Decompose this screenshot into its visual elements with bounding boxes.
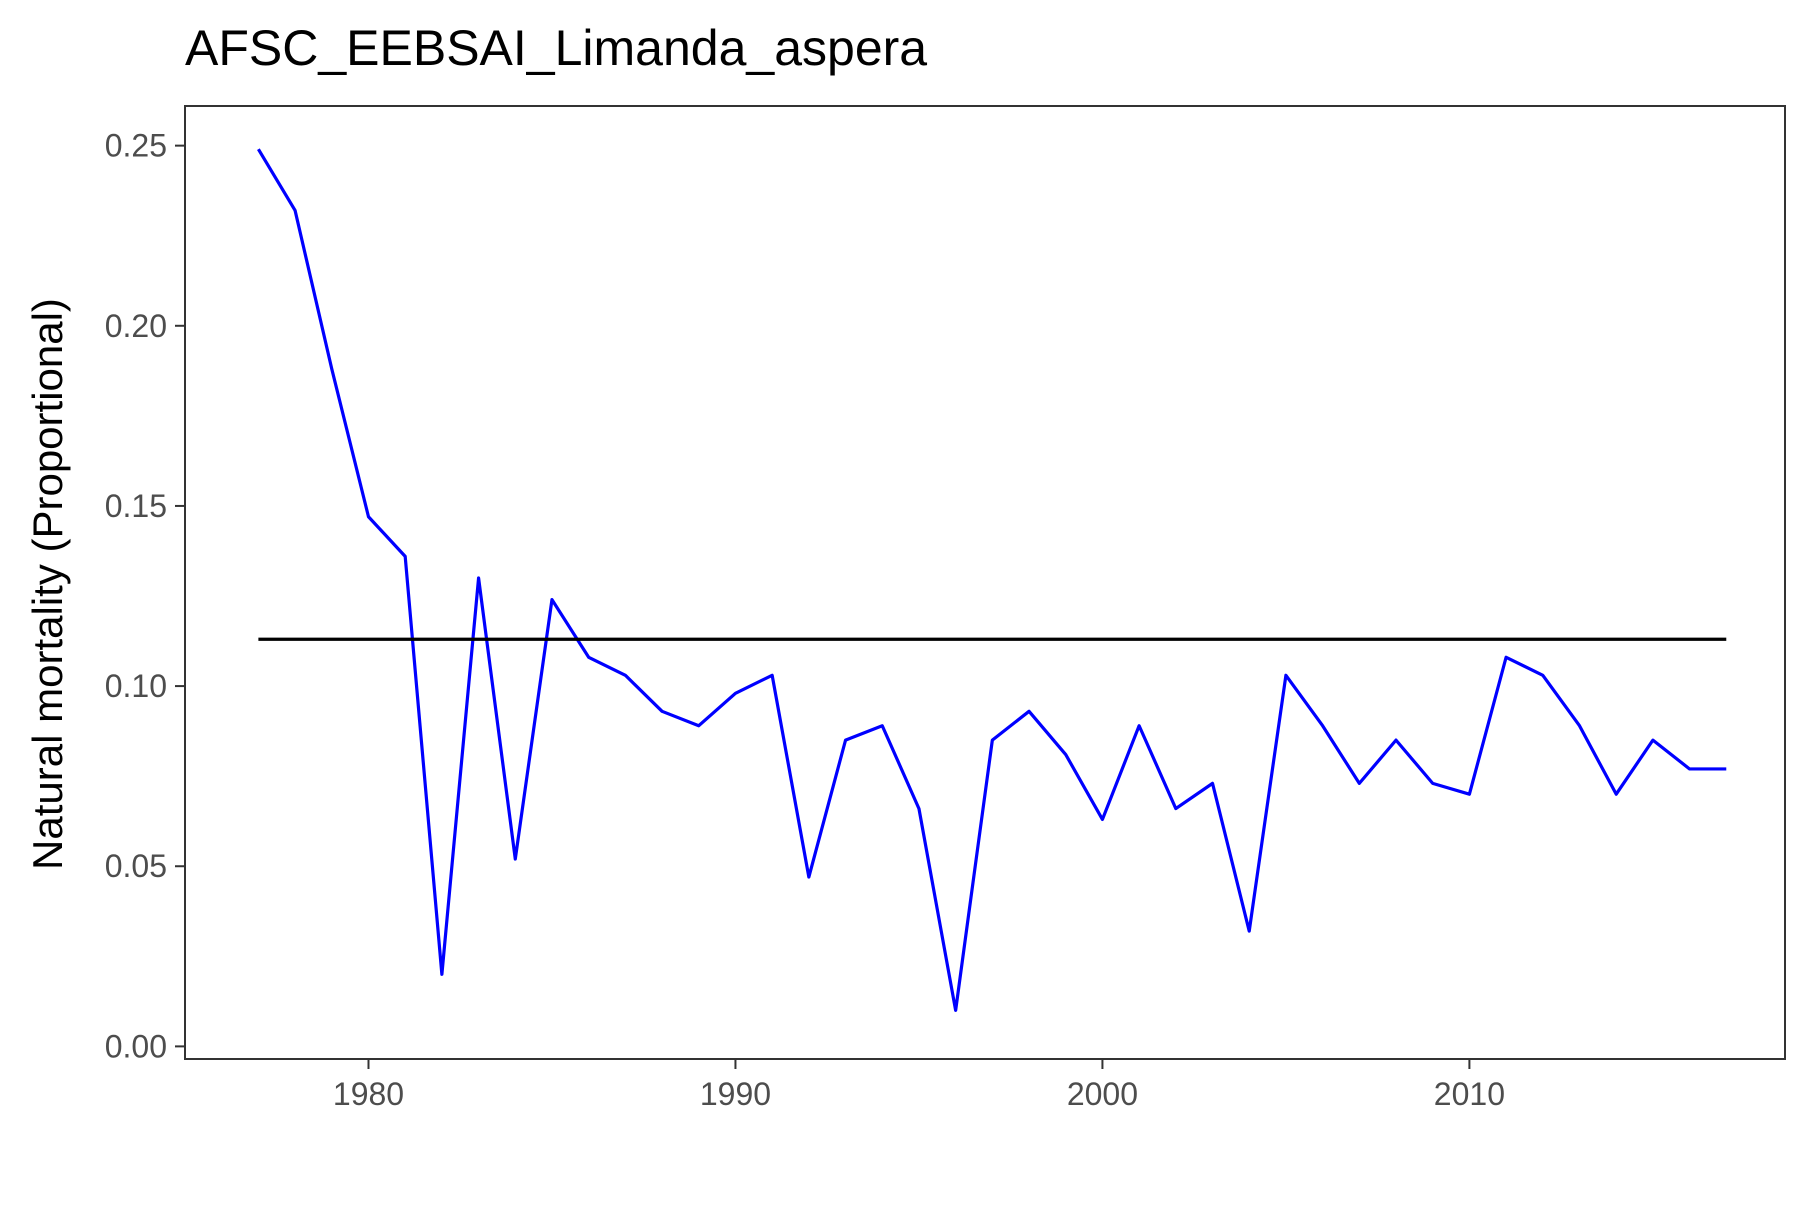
- y-tick-label: 0.15: [105, 488, 167, 524]
- x-axis: 1980 1990 2000 2010: [333, 1059, 1505, 1112]
- panel-border: [184, 105, 1786, 1060]
- plot-area: [184, 105, 1786, 1060]
- series-layer: [257, 148, 1727, 1012]
- chart-title: AFSC_EEBSAI_Limanda_aspera: [185, 20, 927, 76]
- series-line-0: [257, 148, 1727, 1012]
- x-tick-label: 2000: [1067, 1076, 1138, 1112]
- y-tick-label: 0.00: [105, 1028, 167, 1064]
- x-tick-label: 1980: [333, 1076, 404, 1112]
- y-tick-label: 0.05: [105, 848, 167, 884]
- x-tick-label: 2010: [1434, 1076, 1505, 1112]
- y-tick-label: 0.25: [105, 128, 167, 164]
- y-axis-title: Natural mortality (Proportional): [24, 298, 71, 870]
- y-axis: 0.00 0.05 0.10 0.15 0.20 0.25: [105, 128, 185, 1064]
- y-tick-label: 0.10: [105, 668, 167, 704]
- x-tick-label: 1990: [700, 1076, 771, 1112]
- y-tick-label: 0.20: [105, 308, 167, 344]
